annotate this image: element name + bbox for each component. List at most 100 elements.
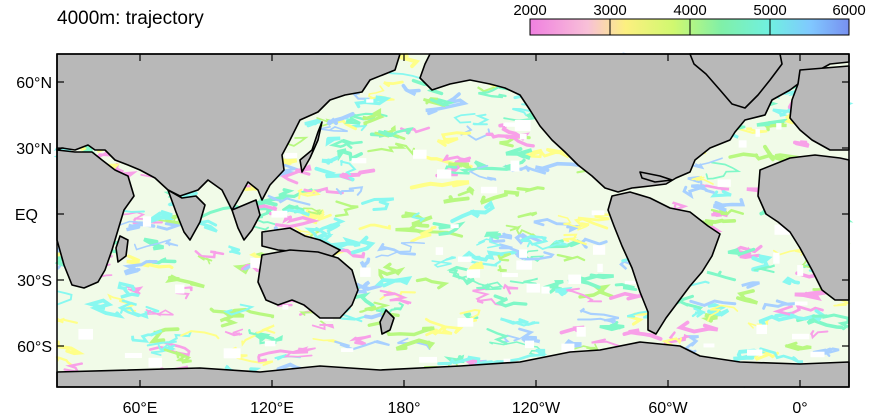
trajectory-track — [326, 111, 355, 126]
trajectory-track — [711, 210, 729, 218]
trajectory-track — [197, 255, 213, 265]
trajectory-track — [517, 211, 538, 219]
trajectory-track — [334, 200, 359, 218]
trajectory-track — [209, 307, 245, 328]
trajectory-track — [123, 264, 141, 276]
trajectory-track — [126, 254, 174, 270]
trajectory-track — [55, 356, 74, 367]
trajectory-track — [563, 233, 587, 246]
trajectory-track — [425, 92, 469, 116]
trajectory-track — [156, 222, 183, 231]
lat-label-eq: EQ — [15, 207, 38, 224]
colorbar-label-5000: 5000 — [753, 2, 786, 19]
no-data-gap — [797, 265, 804, 276]
no-data-gap — [366, 99, 374, 103]
no-data-gap — [776, 123, 782, 130]
trajectory-track — [706, 270, 737, 282]
trajectory-track — [707, 303, 730, 317]
trajectory-track — [359, 301, 391, 313]
land-japan — [299, 121, 323, 173]
trajectory-track — [579, 307, 620, 323]
trajectory-track — [578, 284, 614, 299]
trajectory-track — [378, 262, 406, 282]
trajectory-track — [566, 287, 603, 303]
trajectory-track — [362, 108, 385, 126]
trajectory-track — [622, 328, 663, 341]
land-cuba — [639, 171, 673, 183]
trajectory-track — [411, 212, 426, 222]
trajectory-track — [375, 241, 426, 259]
lat-label-30n: 30°N — [16, 141, 52, 158]
no-data-gap — [437, 169, 452, 179]
trajectory-track — [436, 131, 472, 147]
land-indonesia — [261, 227, 341, 259]
axis-ticks — [57, 54, 849, 387]
no-data-gap — [755, 128, 760, 137]
no-data-gap — [413, 149, 427, 159]
no-data-gap — [794, 301, 808, 306]
lon-label-0: 0° — [792, 400, 807, 417]
trajectory-track — [339, 168, 376, 181]
no-data-gap — [773, 252, 780, 264]
trajectory-track — [361, 197, 395, 211]
trajectory-track — [486, 328, 510, 345]
lon-label-120e: 120°E — [250, 400, 294, 417]
trajectory-track — [738, 127, 768, 135]
trajectory-track — [150, 343, 176, 356]
trajectory-track — [485, 132, 535, 148]
trajectory-track — [376, 243, 416, 256]
trajectory-track — [772, 304, 824, 316]
trajectory-track — [727, 247, 756, 257]
trajectory-track — [509, 277, 539, 285]
trajectory-track — [457, 186, 475, 197]
trajectory-track — [122, 260, 158, 271]
trajectory-track — [710, 207, 728, 216]
trajectory-track — [712, 198, 746, 212]
no-data-gap — [576, 326, 586, 337]
land-india — [167, 189, 206, 241]
trajectory-track — [377, 127, 414, 138]
no-data-gap — [457, 318, 474, 327]
no-data-gap — [519, 249, 528, 258]
no-data-gap — [341, 348, 354, 352]
trajectory-track — [661, 337, 683, 346]
trajectory-track — [579, 237, 608, 249]
trajectory-track — [450, 200, 495, 224]
trajectory-track — [759, 347, 804, 364]
trajectory-track — [267, 194, 311, 206]
trajectory-track — [146, 330, 192, 347]
trajectory-track — [431, 256, 456, 268]
trajectory-track — [573, 217, 609, 230]
trajectory-track — [248, 329, 283, 345]
no-data-gap — [457, 256, 472, 262]
no-data-gap — [466, 269, 481, 278]
trajectory-track — [710, 190, 732, 198]
trajectory-track — [505, 147, 533, 160]
trajectory-track — [515, 251, 555, 261]
no-data-gap — [360, 267, 371, 277]
no-data-gap — [593, 245, 606, 255]
no-data-gap — [738, 140, 747, 148]
land-africa — [56, 149, 135, 289]
no-data-gap — [514, 119, 531, 131]
map-border — [56, 53, 850, 388]
no-data-gap — [505, 122, 516, 127]
no-data-gap — [756, 324, 767, 335]
no-data-gap — [480, 186, 498, 194]
land-south-america — [607, 191, 721, 335]
no-data-gap — [502, 273, 518, 278]
trajectory-track — [336, 148, 363, 162]
trajectory-track — [409, 180, 470, 190]
trajectory-track — [599, 320, 625, 332]
trajectory-track — [56, 317, 78, 324]
no-data-gap — [597, 263, 603, 272]
trajectory-track — [482, 281, 504, 291]
trajectory-track — [133, 238, 179, 251]
trajectory-track — [782, 276, 800, 286]
no-data-gap — [223, 348, 241, 359]
trajectory-track — [256, 191, 288, 210]
no-data-gap — [124, 353, 142, 358]
trajectory-track — [453, 113, 476, 124]
colorbar-label-2000: 2000 — [513, 2, 546, 19]
trajectory-track — [350, 235, 376, 255]
